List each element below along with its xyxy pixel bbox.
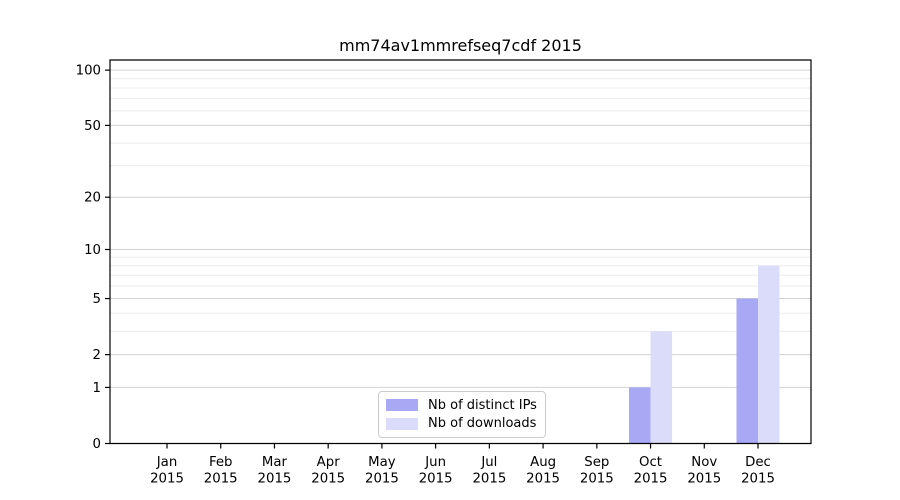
x-tick-label-year: 2015 <box>580 472 614 487</box>
legend-label-downloads: Nb of downloads <box>428 416 537 432</box>
y-tick-label: 10 <box>84 243 101 258</box>
x-tick-label-year: 2015 <box>419 472 453 487</box>
x-tick-label-month: Jun <box>424 455 446 470</box>
x-tick-label-year: 2015 <box>687 472 721 487</box>
x-tick-label-month: Mar <box>262 455 288 470</box>
x-tick-label-month: Jul <box>480 455 497 470</box>
y-tick-label: 5 <box>93 292 101 307</box>
y-tick-label: 0 <box>93 437 101 452</box>
legend-item-distinct-ips: Nb of distinct IPs <box>386 398 538 413</box>
x-tick-label-year: 2015 <box>365 472 399 487</box>
y-tick-label: 100 <box>76 64 101 79</box>
bar-downloads <box>650 331 673 444</box>
x-tick-label-month: Apr <box>317 455 341 470</box>
chart-title: mm74av1mmrefseq7cdf 2015 <box>339 36 582 55</box>
y-tick-label: 20 <box>84 191 101 206</box>
x-tick-label-month: Feb <box>209 455 233 470</box>
x-tick-label-month: May <box>368 455 396 470</box>
x-tick-label-year: 2015 <box>634 472 668 487</box>
x-tick-label-year: 2015 <box>204 472 238 487</box>
bar-distinct-ips <box>629 387 651 444</box>
x-tick-label-year: 2015 <box>472 472 506 487</box>
x-tick-label-year: 2015 <box>311 472 345 487</box>
x-tick-label-month: Nov <box>691 455 717 470</box>
legend-item-downloads: Nb of downloads <box>386 416 538 431</box>
x-tick-label-year: 2015 <box>741 472 775 487</box>
x-tick-label-year: 2015 <box>526 472 560 487</box>
x-tick-label-year: 2015 <box>258 472 292 487</box>
legend: Nb of distinct IPs Nb of downloads <box>378 391 546 438</box>
x-tick-label-month: Dec <box>745 455 771 470</box>
plot-frame <box>109 59 812 445</box>
legend-swatch-distinct-ips-icon <box>386 399 418 412</box>
x-tick-label-month: Aug <box>530 455 556 470</box>
x-tick-label-month: Oct <box>639 455 662 470</box>
bar-distinct-ips <box>736 298 758 444</box>
y-tick-label: 1 <box>93 381 101 396</box>
legend-swatch-downloads-icon <box>386 417 418 430</box>
y-tick-label: 2 <box>93 348 101 363</box>
x-tick-label-month: Sep <box>584 455 609 470</box>
legend-label-distinct-ips: Nb of distinct IPs <box>428 397 537 413</box>
y-tick-label: 50 <box>84 119 101 134</box>
bar-downloads <box>757 265 780 444</box>
x-tick-label-year: 2015 <box>150 472 184 487</box>
x-tick-label-month: Jan <box>156 455 178 470</box>
